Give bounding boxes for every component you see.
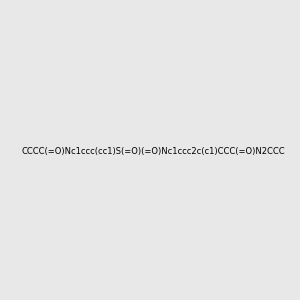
Text: CCCC(=O)Nc1ccc(cc1)S(=O)(=O)Nc1ccc2c(c1)CCC(=O)N2CCC: CCCC(=O)Nc1ccc(cc1)S(=O)(=O)Nc1ccc2c(c1)… [22, 147, 286, 156]
